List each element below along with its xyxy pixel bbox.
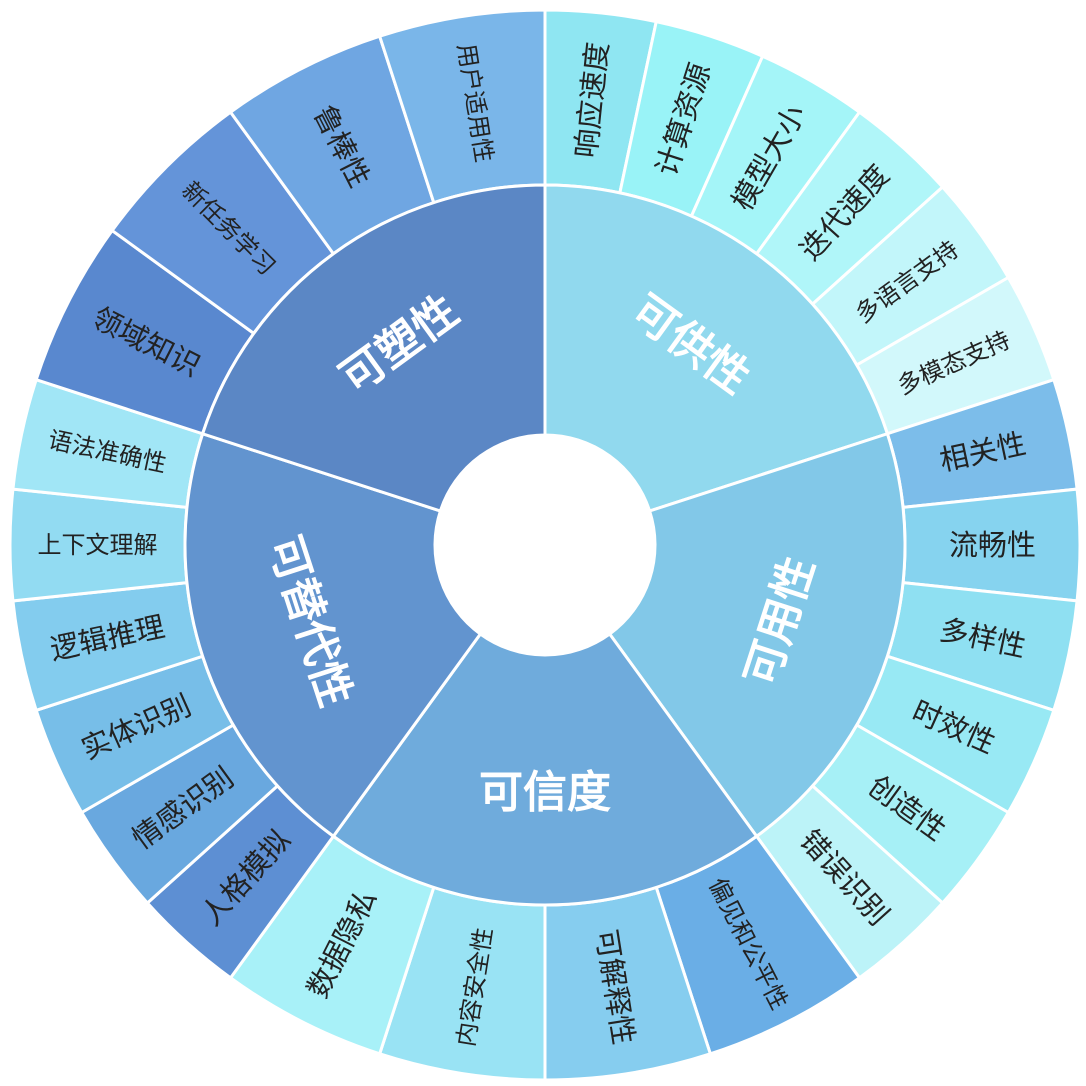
outer-sector-label-2-2: 流畅性: [949, 528, 1036, 562]
center-hole: [435, 435, 655, 655]
outer-sector-label-4-5: 上下文理解: [38, 531, 158, 559]
inner-sector-label-3: 可信度: [479, 767, 611, 818]
